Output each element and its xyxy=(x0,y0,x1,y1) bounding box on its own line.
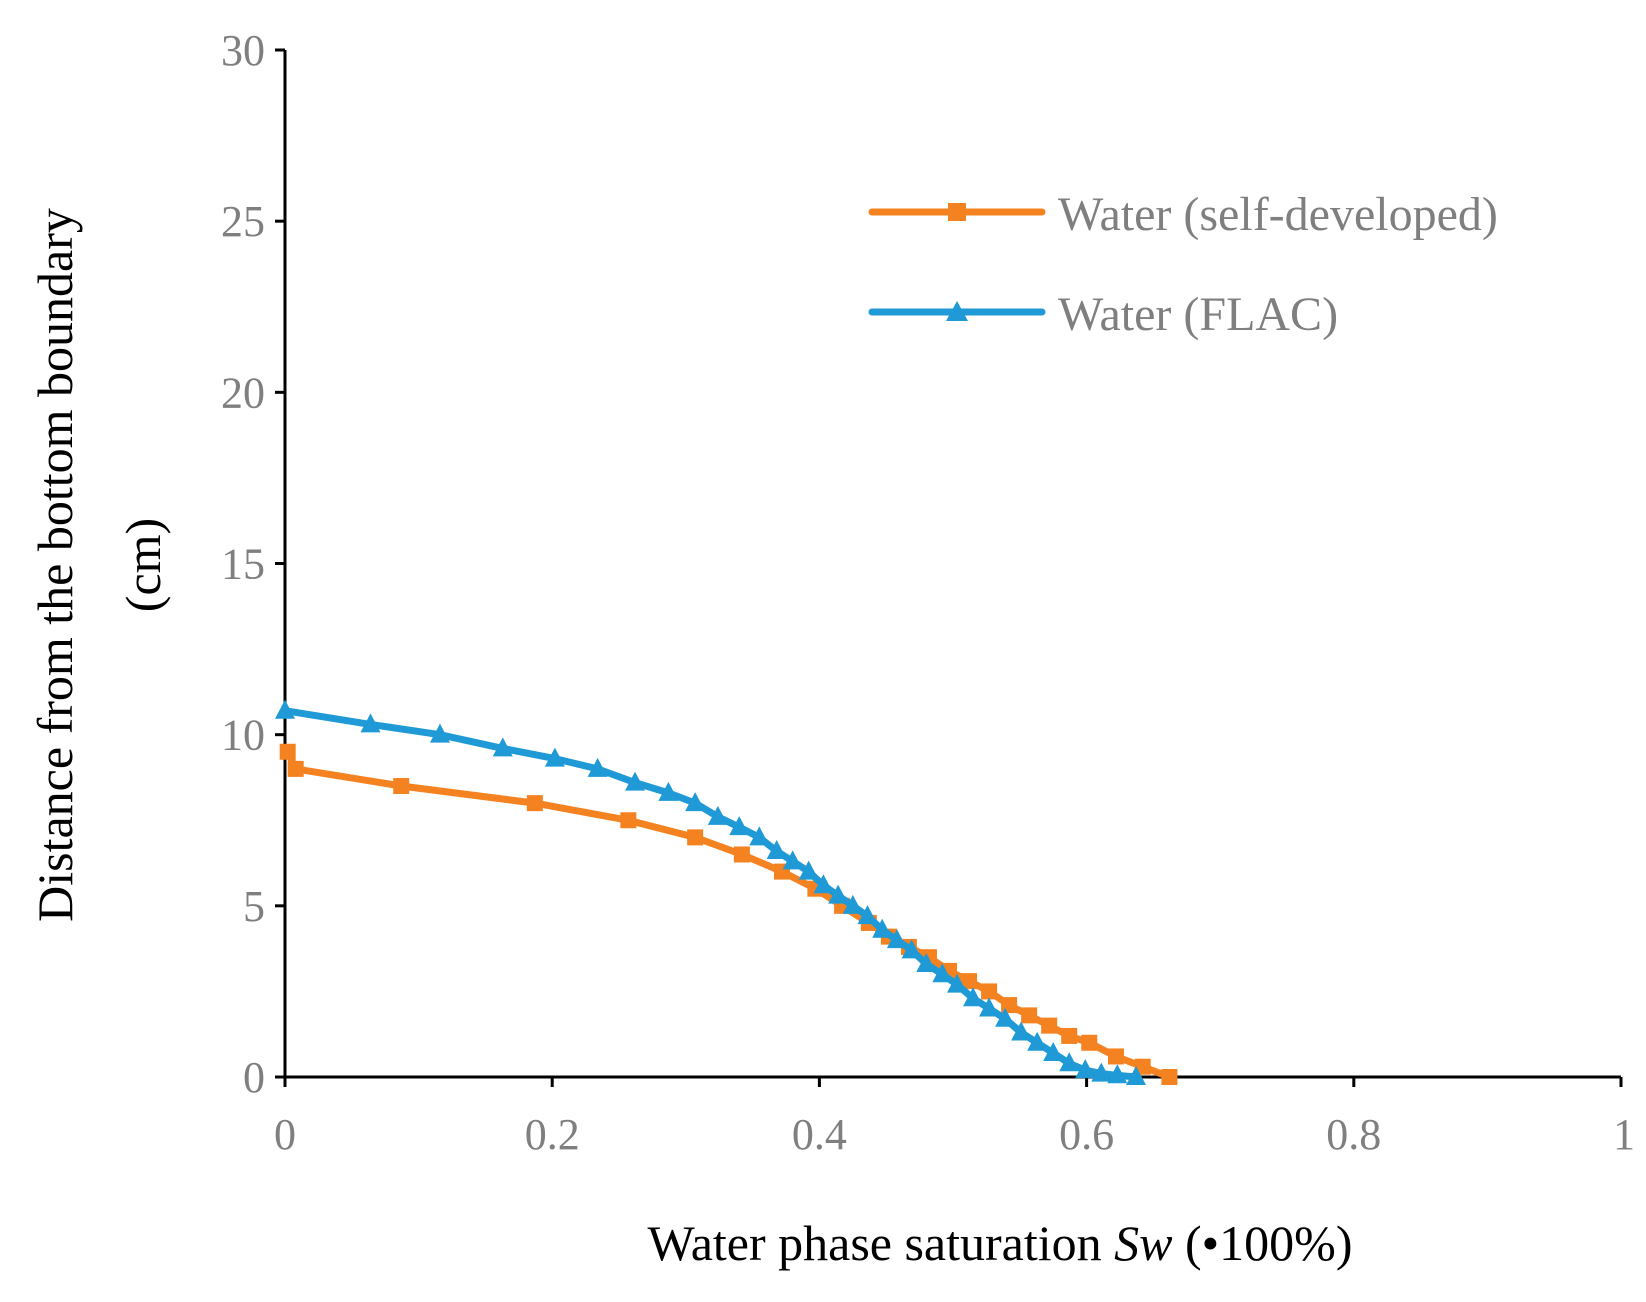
data-point xyxy=(886,929,907,949)
data-point xyxy=(828,884,849,904)
data-point xyxy=(813,874,834,894)
x-tick-label: 0.6 xyxy=(1059,1110,1114,1159)
y-tick-label: 30 xyxy=(221,26,265,75)
y-axis-title-line2: (cm) xyxy=(115,518,171,612)
x-ticks: 0 0.2 0.4 0.6 0.8 1 xyxy=(274,1077,1635,1159)
data-point xyxy=(749,826,770,846)
data-point xyxy=(707,805,728,825)
series-layer xyxy=(275,699,1178,1085)
x-tick-label: 0 xyxy=(274,1110,296,1159)
legend-marker-triangle xyxy=(946,301,968,321)
data-point xyxy=(1027,1031,1048,1051)
legend-label-self-developed: Water (self-developed) xyxy=(1058,188,1498,241)
data-point xyxy=(1107,1048,1124,1065)
data-point xyxy=(1161,1069,1178,1085)
data-point xyxy=(733,846,750,863)
y-tick-label: 15 xyxy=(221,540,265,589)
data-point xyxy=(963,987,984,1007)
data-point xyxy=(429,723,450,743)
data-point xyxy=(625,771,646,791)
x-tick-label: 1 xyxy=(1613,1110,1635,1159)
data-point xyxy=(544,747,565,767)
legend-label-flac: Water (FLAC) xyxy=(1058,288,1338,341)
data-point xyxy=(393,778,410,795)
y-tick-label: 10 xyxy=(221,711,265,760)
data-point xyxy=(1091,1062,1112,1082)
data-point xyxy=(279,743,296,760)
y-tick-label: 5 xyxy=(243,882,265,931)
data-point xyxy=(492,737,513,757)
data-point xyxy=(872,918,893,938)
x-axis-title-italic: Sw xyxy=(1114,1215,1172,1271)
y-tick-label: 25 xyxy=(221,197,265,246)
data-point xyxy=(729,816,750,836)
data-point xyxy=(275,699,295,719)
data-point xyxy=(961,973,978,990)
data-point xyxy=(587,757,608,777)
y-tick-label: 0 xyxy=(243,1053,265,1102)
x-axis-title-suffix: (•100%) xyxy=(1173,1215,1353,1271)
data-point xyxy=(798,860,819,880)
axes: 0 5 10 15 20 25 30 0 0.2 0.4 0.6 0.8 1 xyxy=(221,26,1635,1159)
data-point xyxy=(526,795,543,812)
data-point xyxy=(995,1007,1016,1027)
y-axis-title-line1: Distance from the bottom boundary xyxy=(27,208,83,922)
data-point xyxy=(287,760,304,777)
data-point xyxy=(658,781,679,801)
x-tick-label: 0.4 xyxy=(792,1110,847,1159)
y-ticks: 0 5 10 15 20 25 30 xyxy=(221,26,285,1102)
data-point xyxy=(1107,1064,1128,1084)
data-point xyxy=(620,812,637,829)
data-point xyxy=(947,973,968,993)
data-point xyxy=(979,997,1000,1017)
data-point xyxy=(360,713,381,733)
x-axis-title: Water phase saturation Sw (•100%) xyxy=(648,1215,1353,1271)
x-tick-label: 0.2 xyxy=(525,1110,580,1159)
data-point xyxy=(857,905,878,925)
x-axis-title-main: Water phase saturation xyxy=(648,1215,1115,1271)
data-point xyxy=(901,939,922,959)
data-point xyxy=(916,953,937,973)
data-point xyxy=(1011,1021,1032,1041)
data-point xyxy=(932,963,953,983)
data-point xyxy=(687,829,704,846)
series-0 xyxy=(279,743,1178,1085)
data-point xyxy=(981,983,998,1000)
legend: Water (self-developed) Water (FLAC) xyxy=(868,188,1498,341)
data-point xyxy=(1059,1052,1080,1072)
series-line xyxy=(284,748,1173,1081)
legend-marker-square xyxy=(948,203,966,221)
data-point xyxy=(1081,1034,1098,1051)
data-point xyxy=(1126,1066,1147,1085)
data-point xyxy=(766,840,787,860)
data-point xyxy=(1021,1007,1038,1024)
y-tick-label: 20 xyxy=(221,368,265,417)
data-point xyxy=(1041,1017,1058,1034)
data-point xyxy=(1001,997,1018,1014)
data-point xyxy=(685,792,706,812)
data-point xyxy=(782,850,803,870)
data-point xyxy=(1043,1042,1064,1062)
data-point xyxy=(1134,1058,1151,1075)
data-point xyxy=(842,894,863,914)
series-1 xyxy=(275,699,1147,1085)
data-point xyxy=(1075,1059,1096,1079)
x-tick-label: 0.8 xyxy=(1326,1110,1381,1159)
data-point xyxy=(1061,1027,1078,1044)
